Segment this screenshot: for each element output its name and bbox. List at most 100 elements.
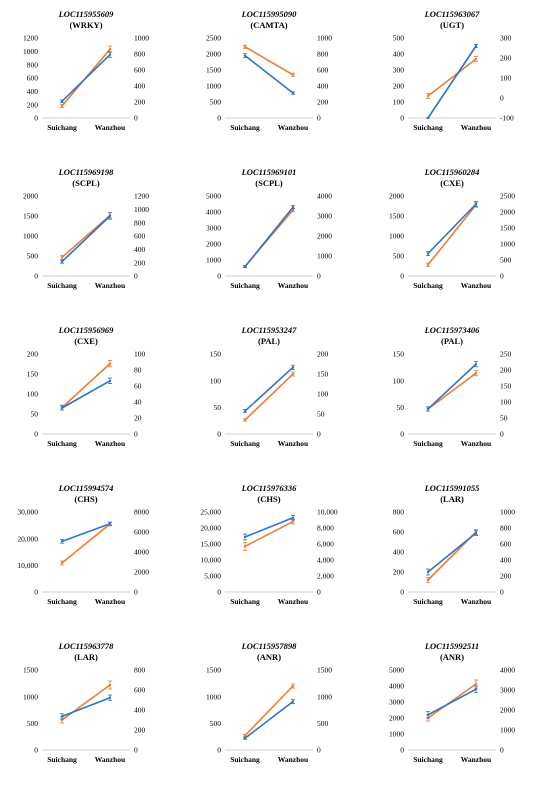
chart-subtitle: (CXE) (74, 336, 98, 346)
y-tick-label: 200 (27, 350, 39, 359)
y-tick-label: 150 (210, 350, 222, 359)
y2-tick-label: 1000 (134, 205, 149, 214)
y-tick-label: 100 (393, 376, 405, 385)
y2-tick-label: 100 (500, 74, 512, 83)
y2-tick-label: 0 (500, 272, 504, 281)
y2-tick-label: 0 (317, 588, 321, 597)
category-label: Suichang (47, 123, 77, 132)
y-tick-label: 500 (27, 719, 39, 728)
y2-tick-label: 400 (317, 82, 329, 91)
data-point-orange (243, 418, 247, 422)
y-tick-label: 20,000 (17, 534, 38, 543)
chart-title: LOC115953247 (241, 325, 298, 335)
y2-tick-label: 400 (134, 82, 146, 91)
y-tick-label: 2000 (206, 50, 221, 59)
y2-tick-label: 150 (500, 382, 512, 391)
y2-tick-label: 200 (500, 54, 512, 63)
data-point-blue (474, 688, 478, 691)
y-tick-label: 0 (400, 588, 404, 597)
chart-svg: LOC115963067(UGT) 0 100 200 300 400 500 -100 0 10… (393, 9, 514, 132)
y-tick-label: 5000 (206, 192, 221, 201)
chart-panel: LOC115994574 (CHS) 0 10,000 20,000 30,000 0 200… (0, 474, 183, 630)
y2-tick-label: 0 (134, 746, 138, 755)
data-point-blue (291, 91, 295, 95)
chart-title: LOC115955609 (58, 9, 115, 19)
category-label: Suichang (47, 597, 77, 606)
y2-tick-label: 4,000 (317, 556, 334, 565)
chart-subtitle: (PAL) (258, 336, 280, 346)
y2-tick-label: 2,000 (317, 572, 334, 581)
y2-tick-label: 3000 (500, 686, 515, 695)
y-tick-label: 100 (27, 390, 39, 399)
y2-tick-label: 1000 (317, 692, 332, 701)
chart-subtitle: (CXE) (440, 178, 464, 188)
chart-panel: LOC115991055 (LAR) 0 200 400 600 800 0 200 400 600… (366, 474, 549, 630)
y2-tick-label: 2000 (500, 208, 515, 217)
chart-subtitle: (LAR) (440, 494, 464, 504)
y-tick-label: 0 (217, 746, 221, 755)
series-line-blue (61, 380, 111, 409)
y-tick-label: 4000 (389, 682, 404, 691)
category-label: Wanzhou (278, 755, 308, 764)
chart-panel: LOC115995090 (CAMTA) 0 500 1000 1500 2000 2500 0… (183, 0, 366, 156)
data-point-orange (60, 561, 64, 565)
data-point-orange (426, 94, 430, 98)
chart-svg: LOC115957898(ANR) 0 500 1000 1500 0 500 1000 150… (206, 641, 332, 764)
y-tick-label: 300 (393, 66, 405, 75)
category-label: Wanzhou (461, 439, 491, 448)
category-label: Suichang (230, 123, 260, 132)
y2-tick-label: 600 (500, 540, 512, 549)
chart-subtitle: (SCPL) (72, 178, 100, 188)
category-label: Suichang (230, 755, 260, 764)
category-label: Suichang (230, 597, 260, 606)
y-tick-label: 800 (393, 508, 405, 517)
y-tick-label: 500 (210, 719, 222, 728)
y-tick-label: 800 (27, 60, 39, 69)
y2-tick-label: 100 (317, 390, 329, 399)
data-point-blue (60, 540, 64, 543)
data-point-blue (474, 362, 478, 366)
y2-tick-label: 0 (317, 430, 321, 439)
y-tick-label: 3000 (206, 224, 221, 233)
series-line-orange (427, 58, 477, 97)
y2-tick-label: 10,000 (317, 508, 338, 517)
category-label: Wanzhou (278, 281, 308, 290)
y-tick-label: 100 (393, 98, 405, 107)
chart-title: LOC115969101 (241, 167, 297, 177)
category-label: Wanzhou (278, 597, 308, 606)
chart-subtitle: (PAL) (441, 336, 463, 346)
y2-tick-label: 6,000 (317, 540, 334, 549)
y-tick-label: 0 (34, 588, 38, 597)
data-point-orange (426, 578, 430, 582)
y2-tick-label: 200 (134, 726, 146, 735)
data-point-blue (426, 116, 430, 120)
y-tick-label: 15,000 (200, 540, 221, 549)
y-tick-label: 0 (400, 114, 404, 123)
y-tick-label: 0 (217, 114, 221, 123)
y2-tick-label: 600 (134, 686, 146, 695)
y2-tick-label: 800 (134, 50, 146, 59)
y2-tick-label: 500 (500, 256, 512, 265)
data-point-blue (108, 214, 112, 218)
y2-tick-label: 600 (317, 66, 329, 75)
y2-tick-label: 150 (317, 370, 329, 379)
category-label: Wanzhou (278, 439, 308, 448)
y2-tick-label: 800 (317, 50, 329, 59)
y-tick-label: 0 (400, 746, 404, 755)
category-label: Suichang (47, 755, 77, 764)
y-tick-label: 150 (393, 350, 405, 359)
series-line-blue (427, 688, 477, 716)
category-label: Wanzhou (461, 123, 491, 132)
chart-subtitle: (UGT) (440, 20, 464, 30)
y2-tick-label: 0 (317, 746, 321, 755)
y-tick-label: 2000 (23, 192, 38, 201)
data-point-blue (243, 737, 247, 740)
chart-subtitle: (CAMTA) (250, 20, 287, 30)
y-tick-label: 2500 (206, 34, 221, 43)
data-point-blue (243, 409, 247, 413)
y-tick-label: 2000 (206, 240, 221, 249)
y2-tick-label: 250 (500, 350, 512, 359)
data-point-orange (474, 57, 478, 61)
y-tick-label: 400 (27, 87, 39, 96)
y2-tick-label: 0 (134, 114, 138, 123)
